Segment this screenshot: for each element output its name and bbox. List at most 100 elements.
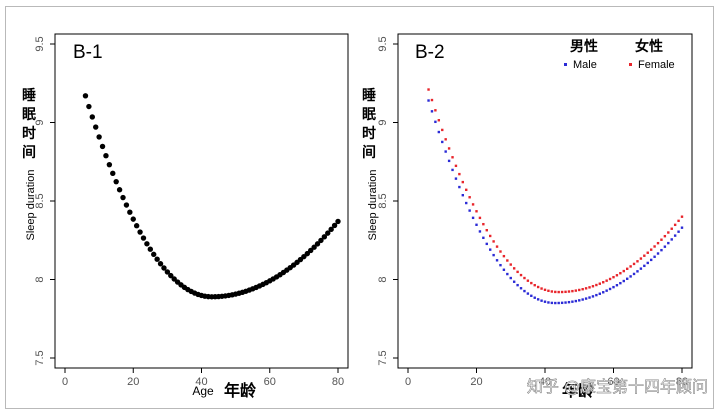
data-point [588, 296, 591, 299]
data-point [499, 263, 502, 267]
data-point [653, 245, 656, 248]
data-point [434, 120, 437, 124]
data-point [489, 234, 492, 238]
data-point [506, 259, 509, 262]
data-point [99, 143, 106, 150]
data-point [619, 272, 622, 275]
panel-label: B-1 [73, 42, 103, 63]
data-point [475, 223, 478, 226]
data-point [509, 263, 512, 266]
data-point [612, 275, 615, 279]
data-point [680, 215, 684, 218]
x-axis-label-cn: 年龄 [562, 381, 595, 400]
data-point [667, 241, 670, 245]
y-axis-label-cn: 睡眠时间 [22, 88, 36, 161]
data-point [660, 248, 663, 252]
data-point [663, 234, 667, 238]
data-point [311, 244, 317, 250]
data-point [471, 216, 475, 220]
data-point [530, 281, 533, 285]
data-point [437, 119, 441, 122]
data-point [447, 147, 451, 150]
data-point [550, 301, 554, 305]
y-tick-label: 9 [34, 119, 46, 125]
data-point [458, 185, 461, 189]
data-point [482, 236, 485, 240]
y-tick-label: 9.5 [34, 36, 46, 51]
y-tick-label: 8.5 [34, 193, 46, 208]
data-point [147, 246, 154, 252]
data-point [430, 110, 434, 113]
legend-label-female: Female [638, 59, 675, 71]
data-point [328, 226, 334, 233]
data-point [512, 280, 516, 283]
data-point [123, 202, 130, 208]
data-point [465, 201, 468, 205]
x-tick-label: 80 [676, 376, 688, 388]
data-point [461, 194, 464, 197]
data-point [523, 276, 526, 280]
data-point [622, 279, 625, 283]
data-point [137, 229, 143, 235]
data-point [113, 178, 119, 185]
data-point [543, 300, 547, 303]
data-point [468, 196, 471, 199]
data-point [519, 287, 523, 290]
data-point [451, 168, 454, 172]
data-point [86, 103, 92, 110]
data-point [151, 251, 157, 258]
data-point [554, 290, 557, 294]
data-point [602, 291, 605, 294]
data-point [615, 284, 619, 287]
data-point [318, 237, 324, 244]
data-point [646, 261, 649, 265]
plot-frame [397, 33, 693, 369]
data-point [578, 299, 581, 302]
data-point [629, 275, 632, 278]
y-tick-label: 8.5 [377, 193, 389, 208]
data-point [564, 301, 567, 304]
data-point [468, 209, 471, 212]
data-point [536, 298, 540, 301]
y-tick-label: 9 [377, 119, 389, 125]
data-point [571, 289, 574, 293]
data-point [629, 265, 632, 268]
x-tick-label: 60 [264, 376, 276, 388]
data-point [598, 292, 601, 295]
x-axis-label: Age [192, 384, 214, 398]
data-point [441, 128, 444, 132]
data-point [475, 210, 478, 213]
data-point [574, 289, 578, 292]
data-point [154, 256, 160, 262]
data-point [636, 260, 639, 263]
data-point [502, 254, 506, 258]
data-point [673, 234, 677, 237]
data-point [441, 140, 444, 144]
data-point [308, 247, 314, 254]
data-point [670, 227, 673, 230]
data-point [626, 277, 629, 280]
data-point [560, 301, 564, 305]
data-point [649, 248, 653, 251]
data-point [82, 93, 89, 99]
data-point [478, 216, 482, 220]
data-point [427, 99, 430, 102]
data-point [677, 230, 680, 233]
data-point [581, 288, 584, 291]
data-point [140, 235, 147, 241]
data-point [626, 267, 629, 271]
x-axis-label-cn: 年龄 [224, 381, 257, 400]
data-point [495, 245, 499, 248]
data-point [550, 290, 554, 293]
data-point [547, 301, 550, 304]
watermark-text: 知乎 @康宝第十四年顾问 [527, 377, 708, 396]
data-point [133, 223, 140, 229]
data-point [96, 134, 102, 140]
data-point [489, 248, 492, 251]
data-point [444, 138, 447, 141]
data-point [639, 267, 643, 270]
data-point [427, 88, 430, 91]
legend-marker-female [629, 63, 632, 66]
data-point [608, 287, 612, 291]
data-point [321, 234, 328, 240]
